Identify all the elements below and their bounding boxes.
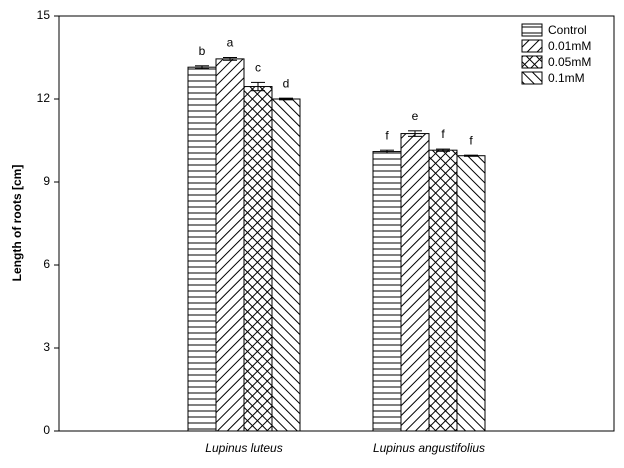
legend-label: 0.01mM xyxy=(548,39,591,53)
y-axis-title: Length of roots [cm] xyxy=(10,165,24,282)
legend-swatch xyxy=(521,23,543,37)
legend-label: 0.1mM xyxy=(548,71,585,85)
y-tick-label: 3 xyxy=(43,340,50,354)
plot-frame xyxy=(58,15,615,432)
x-tick-label: Lupinus angustifolius xyxy=(373,441,485,455)
annotation: a xyxy=(227,36,234,50)
bar xyxy=(187,66,217,432)
bar xyxy=(271,98,301,432)
legend-swatch xyxy=(521,71,543,85)
annotation: b xyxy=(199,44,206,58)
bar xyxy=(372,151,402,432)
x-tick-label: Lupinus luteus xyxy=(205,441,282,455)
legend-swatch xyxy=(521,39,543,53)
y-tick-label: 6 xyxy=(43,257,50,271)
legend-swatch xyxy=(521,55,543,69)
bar xyxy=(428,149,458,432)
bar xyxy=(400,133,430,432)
y-tick-label: 9 xyxy=(43,174,50,188)
annotation: f xyxy=(441,127,445,141)
annotation: c xyxy=(255,61,261,75)
annotation: f xyxy=(385,128,389,142)
y-tick-label: 0 xyxy=(43,423,50,437)
y-tick-label: 12 xyxy=(37,91,51,105)
annotation: f xyxy=(469,133,473,147)
annotation: e xyxy=(412,109,419,123)
bar xyxy=(215,58,245,432)
bar xyxy=(243,86,273,432)
bar xyxy=(456,155,486,432)
legend-label: 0.05mM xyxy=(548,55,591,69)
legend-label: Control xyxy=(548,23,587,37)
y-tick-label: 15 xyxy=(37,8,51,22)
annotation: d xyxy=(283,76,290,90)
